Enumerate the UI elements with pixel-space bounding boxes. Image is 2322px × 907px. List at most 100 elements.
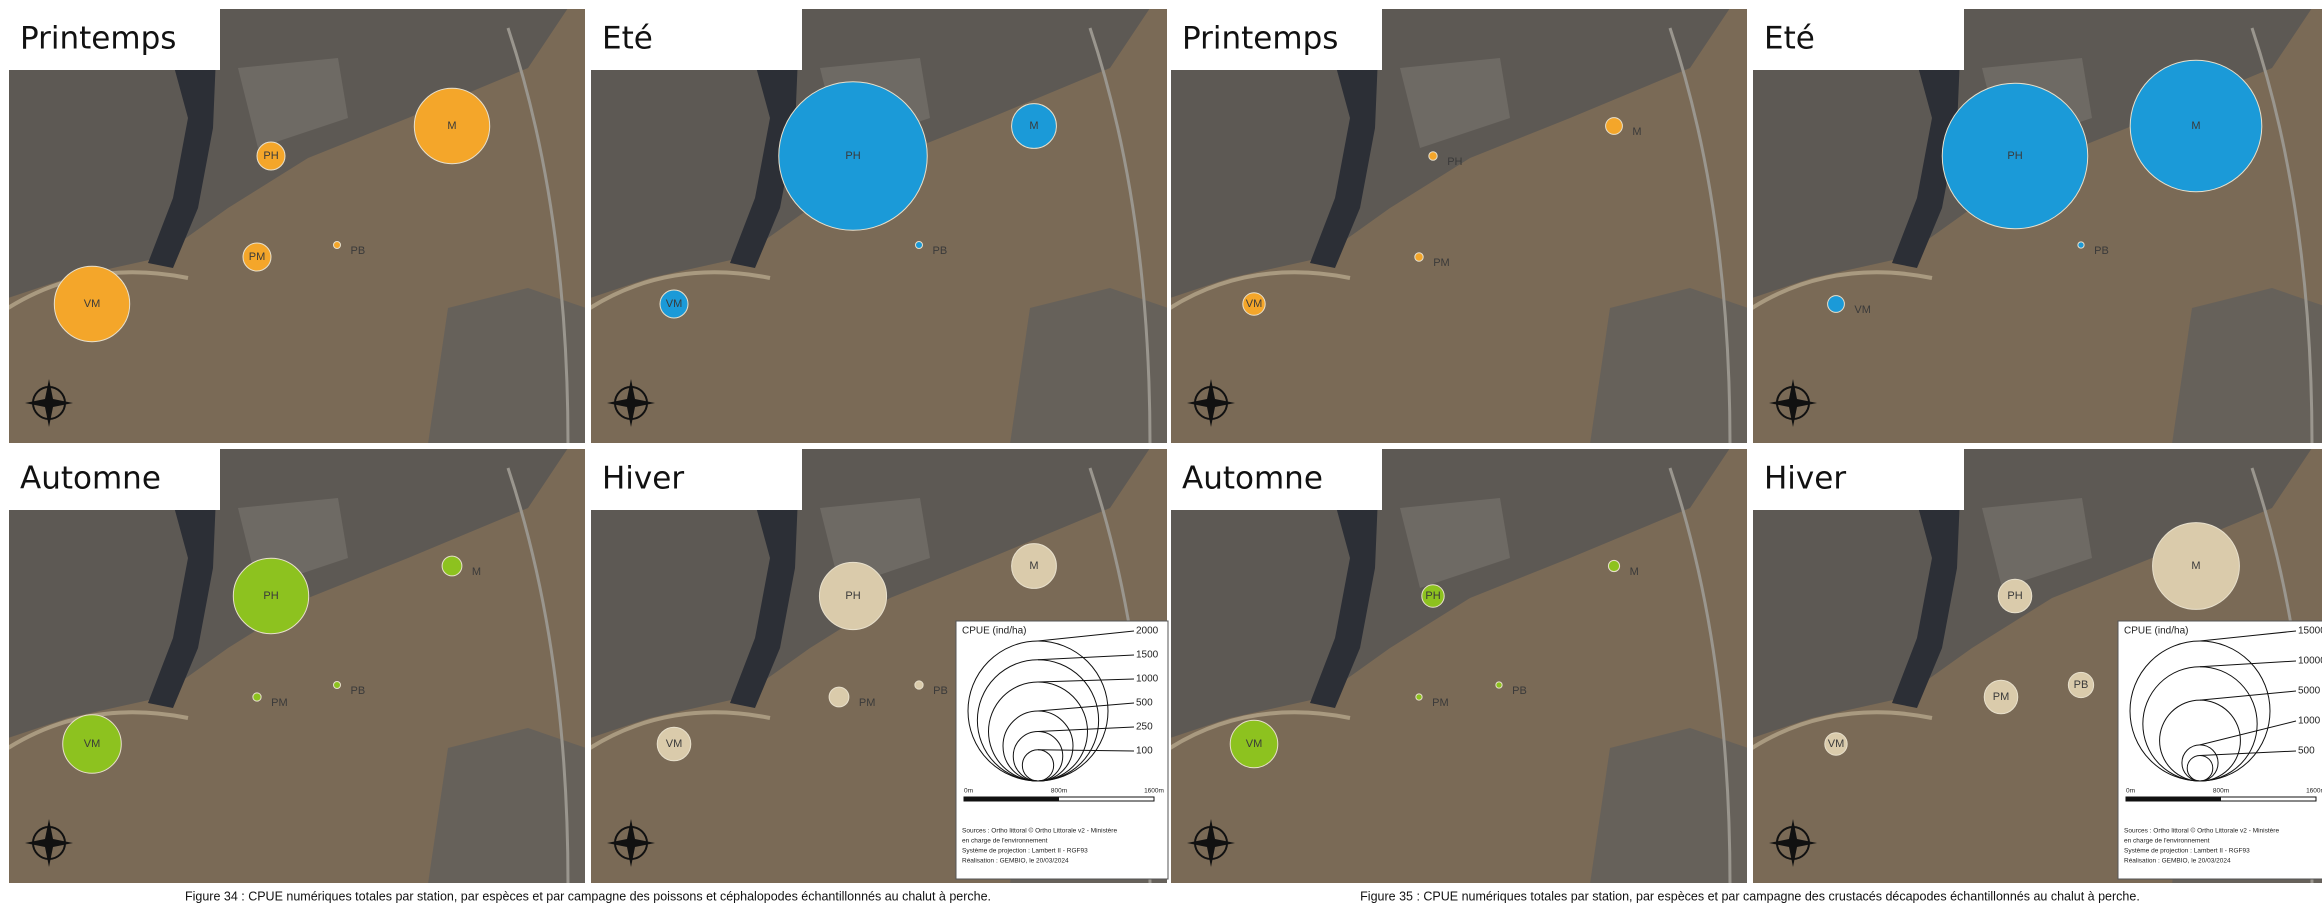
station-label: M — [1029, 120, 1038, 132]
season-box — [1752, 8, 1964, 70]
docks — [1982, 498, 2092, 588]
panel-frame — [1751, 7, 2322, 445]
station-label: M — [472, 566, 481, 578]
station-label: VM — [1246, 298, 1263, 310]
legend-tick-label: 500 — [2298, 746, 2315, 757]
panel-frame — [1169, 447, 1749, 885]
cpue-bubble — [333, 681, 341, 689]
cpue-bubble — [1421, 584, 1445, 608]
cpue-bubble — [62, 714, 122, 774]
shore-east — [1590, 288, 1748, 444]
compass-star — [25, 379, 73, 427]
city — [1752, 448, 2312, 738]
sources-line: Réalisation : GEMBIO, le 20/03/2024 — [2124, 858, 2231, 865]
panel-frame — [7, 7, 587, 445]
compass — [1187, 379, 1235, 427]
station-label: PH — [263, 590, 278, 602]
map — [8, 8, 586, 444]
legend-leader — [2199, 660, 2297, 668]
cpue-bubble — [1495, 681, 1503, 689]
cpue-bubble — [232, 557, 310, 635]
beach — [1170, 270, 1351, 310]
scale-label: 1600m — [2306, 788, 2322, 795]
cpue-bubble — [1824, 732, 1848, 756]
beach — [590, 710, 771, 750]
legend-tick-label: 15000 — [2298, 626, 2322, 637]
beach — [1752, 270, 1933, 310]
docks — [238, 58, 348, 148]
map — [1170, 8, 1748, 444]
scale-label: 1600m — [1144, 788, 1164, 795]
season-box — [590, 448, 802, 510]
bridge — [506, 467, 570, 884]
season-label: Hiver — [1764, 461, 1846, 497]
shore-east — [428, 288, 586, 444]
legend-leader — [1037, 630, 1135, 642]
station-label: M — [1029, 560, 1038, 572]
cpue-bubble — [818, 561, 888, 631]
station-label: PB — [351, 685, 366, 697]
city — [8, 8, 568, 298]
cpue-bubble — [915, 241, 923, 249]
bridge — [1088, 27, 1152, 444]
season-label: Printemps — [20, 21, 176, 57]
legend-leader — [1037, 726, 1135, 733]
station-label: PM — [1993, 691, 2010, 703]
sources-line: Système de projection : Lambert II - RGF… — [962, 848, 1088, 855]
cpue-bubble — [1011, 103, 1057, 149]
legend-title: CPUE (ind/ha) — [962, 626, 1026, 637]
station-label: M — [447, 120, 456, 132]
shore-east — [1590, 728, 1748, 884]
map-panel: PH M PM VM PB Hiver CPUE (ind/ha) 2000 1500 1000 5… — [589, 447, 1169, 885]
legend-leader — [1037, 654, 1135, 661]
legend-leader — [2199, 690, 2297, 701]
compass-star — [1769, 819, 1817, 867]
legend-leader — [1037, 678, 1135, 683]
scale-label: 0m — [964, 788, 973, 795]
map-panel: PH M PM PB VM Hiver CPUE (ind/ha) 15000 10000 500… — [1751, 447, 2322, 885]
cpue-bubble — [828, 686, 850, 708]
cpue-bubble — [914, 680, 924, 690]
season-box — [1752, 448, 1964, 510]
bridge — [2250, 27, 2314, 444]
season-label: Automne — [20, 461, 161, 497]
legend-leader — [1037, 702, 1135, 712]
port — [730, 8, 800, 268]
station-label: PH — [845, 150, 860, 162]
legend: CPUE (ind/ha) 2000 1500 1000 500 250 100 0m 800m… — [955, 620, 1169, 880]
legend-tick-label: 250 — [1136, 722, 1153, 733]
legend-leader — [2199, 630, 2297, 642]
shore-east — [1010, 288, 1168, 444]
scale-label: 0m — [2126, 788, 2135, 795]
city — [1170, 448, 1730, 738]
season-label: Printemps — [1182, 21, 1338, 57]
cpue-bubble — [1983, 679, 2019, 715]
station-label: PH — [1447, 156, 1462, 168]
compass — [1187, 819, 1235, 867]
sources-line: en charge de l'environnement — [2124, 838, 2210, 845]
scale-label: 800m — [1051, 788, 1067, 795]
cpue-bubble — [333, 241, 341, 249]
cpue-bubble — [656, 726, 692, 762]
station-label: M — [2191, 560, 2200, 572]
legend-leader — [2199, 750, 2297, 756]
docks — [1400, 498, 1510, 588]
compass — [1769, 379, 1817, 427]
compass-star — [607, 379, 655, 427]
map — [1752, 8, 2322, 444]
compass-star — [1187, 819, 1235, 867]
legend-leader — [1037, 749, 1135, 752]
station-label: PH — [1425, 590, 1440, 602]
city — [1170, 8, 1730, 298]
port — [148, 448, 218, 708]
station-label: M — [1632, 126, 1641, 138]
cpue-bubble — [1415, 693, 1423, 701]
station-label: PM — [271, 697, 288, 709]
cpue-bubble — [252, 692, 262, 702]
season-box — [8, 448, 220, 510]
port — [730, 448, 800, 708]
legend-tick-label: 1000 — [1136, 674, 1159, 685]
panel-frame — [7, 447, 587, 885]
season-label: Automne — [1182, 461, 1323, 497]
